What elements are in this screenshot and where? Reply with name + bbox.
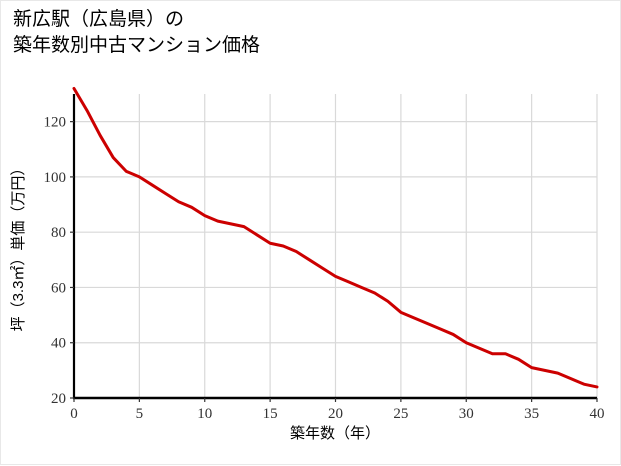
- x-tick-label: 15: [263, 406, 278, 422]
- y-tick-label: 40: [51, 336, 66, 352]
- y-tick-label: 20: [51, 391, 66, 407]
- x-tick-label: 40: [590, 406, 605, 422]
- y-tick-labels: 20 40 60 80 100 120: [44, 115, 67, 407]
- x-tick-label: 30: [459, 406, 474, 422]
- x-tick-label: 0: [70, 406, 78, 422]
- y-tick-label: 120: [44, 115, 67, 131]
- y-tick-label: 60: [51, 280, 66, 296]
- price-trend-line: [72, 86, 599, 389]
- x-tick-label: 25: [393, 406, 408, 422]
- x-tick-label: 20: [328, 406, 343, 422]
- grid-lines: [74, 94, 598, 398]
- x-tick-labels: 0 5 10 15 20 25 30 35 40: [70, 406, 604, 422]
- y-tick-label: 100: [44, 170, 67, 186]
- tick-marks: [70, 121, 598, 402]
- x-tick-label: 10: [197, 406, 212, 422]
- x-tick-label: 35: [524, 406, 539, 422]
- y-axis-title: 坪（3.3㎡）単価（万円）: [10, 161, 27, 332]
- x-tick-label: 5: [136, 406, 144, 422]
- chart-title: 新広駅（広島県）の 築年数別中古マンション価格: [13, 9, 261, 57]
- y-tick-label: 80: [51, 225, 66, 241]
- x-axis-title: 築年数（年）: [290, 424, 380, 442]
